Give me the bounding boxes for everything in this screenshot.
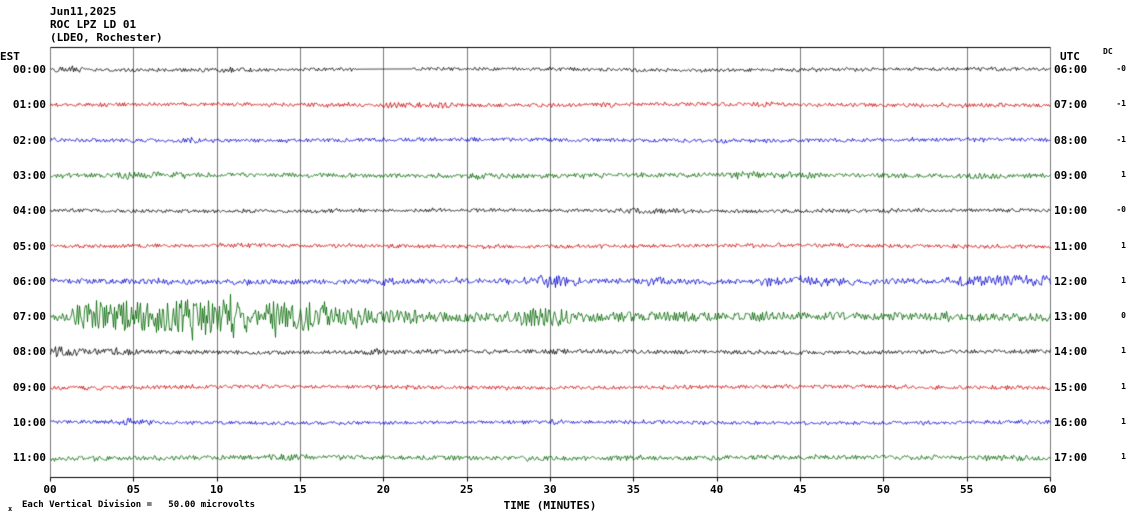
- x-tick-label: 20: [376, 483, 390, 496]
- left-hour-label: 03:00: [12, 168, 46, 182]
- x-tick-label: 10: [210, 483, 224, 496]
- x-tick-label: 45: [793, 483, 807, 496]
- dc-value: 1: [1121, 275, 1126, 285]
- dc-value: 1: [1121, 169, 1126, 179]
- right-hour-label: 09:00: [1054, 168, 1088, 182]
- x-tick-label: 35: [626, 483, 640, 496]
- dc-value: -1: [1116, 99, 1126, 109]
- left-hour-label: 04:00: [12, 204, 46, 218]
- date-label: Jun11,2025: [50, 5, 117, 18]
- x-tick-label: 00: [43, 483, 57, 496]
- dc-value: 1: [1121, 417, 1126, 426]
- footnote-marker: x: [8, 505, 13, 513]
- left-timezone-label: EST: [0, 50, 20, 63]
- x-tick-label: 40: [710, 483, 724, 496]
- dc-value: -0: [1116, 64, 1126, 73]
- right-hour-label: 12:00: [1054, 274, 1088, 288]
- dc-value: -0: [1116, 205, 1126, 215]
- dc-value: 1: [1121, 240, 1126, 250]
- right-hour-label: 07:00: [1054, 98, 1088, 112]
- x-tick-label: 50: [876, 483, 890, 496]
- left-hour-label: 11:00: [12, 451, 46, 465]
- left-hour-label: 05:00: [12, 239, 46, 253]
- x-tick-label: 25: [460, 483, 474, 496]
- left-hour-label: 10:00: [12, 416, 46, 429]
- network-label: (LDEO, Rochester): [50, 31, 163, 44]
- station-label: ROC LPZ LD 01: [50, 18, 137, 31]
- dc-value: 1: [1121, 452, 1126, 462]
- right-timezone-label: UTC: [1060, 50, 1080, 63]
- x-tick-label: 05: [126, 483, 140, 496]
- right-hour-label: 06:00: [1054, 63, 1088, 76]
- scale-footnote: Each Vertical Division = 50.00 microvolt…: [22, 500, 255, 510]
- title-block: Jun11,2025 ROC LPZ LD 01 (LDEO, Rocheste…: [50, 5, 163, 44]
- left-hour-label: 08:00: [12, 345, 46, 359]
- left-hour-label: 07:00: [12, 310, 46, 324]
- left-hour-label: 02:00: [12, 133, 46, 147]
- x-tick-label: 55: [960, 483, 974, 496]
- right-hour-label: 13:00: [1054, 310, 1088, 324]
- left-hour-label: 09:00: [12, 380, 46, 394]
- x-axis-title: TIME (MINUTES): [503, 499, 597, 512]
- left-hour-label: 01:00: [12, 98, 46, 112]
- left-hour-label: 00:00: [12, 63, 46, 76]
- x-tick-label: 60: [1043, 483, 1057, 496]
- right-hour-label: 15:00: [1054, 380, 1088, 394]
- right-hour-label: 08:00: [1054, 133, 1088, 147]
- right-hour-label: 10:00: [1054, 204, 1088, 218]
- left-hour-label: 06:00: [12, 274, 46, 288]
- right-hour-label: 11:00: [1054, 239, 1088, 253]
- right-hour-label: 17:00: [1054, 451, 1088, 465]
- dc-value: 0: [1121, 311, 1126, 321]
- right-hour-label: 14:00: [1054, 345, 1088, 359]
- dc-value: 1: [1121, 346, 1126, 356]
- dc-value: 1: [1121, 381, 1126, 391]
- dc-column-label: DC: [1103, 47, 1113, 56]
- x-tick-label: 15: [293, 483, 307, 496]
- x-tick-label: 30: [543, 483, 557, 496]
- right-hour-label: 16:00: [1054, 416, 1088, 429]
- dc-value: -1: [1116, 134, 1126, 144]
